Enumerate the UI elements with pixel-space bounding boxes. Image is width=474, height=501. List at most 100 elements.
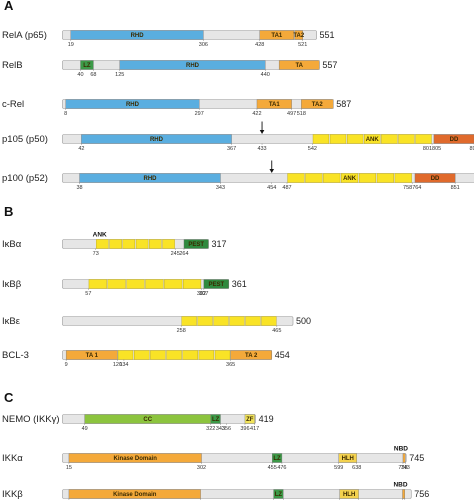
ank-repeat-block [329,134,347,144]
domain-label: LZ [273,456,281,462]
domain-ta [294,30,303,40]
position-label: 302 [197,291,206,297]
position-label: 134 [119,362,128,368]
position-label: 455 [268,465,277,471]
above-bar-label: NBD [394,446,408,453]
protein-name: NEMO (IKKγ) [2,414,60,425]
position-label: 9 [65,362,68,368]
ank-repeat-block [135,239,149,249]
domain-lz [80,60,94,70]
position-label: 367 [227,146,236,152]
protein-name: IKKα [2,453,23,464]
position-label: 68 [90,72,96,78]
protein-name: RelA (p65) [2,30,47,41]
panel-letter-A: A [4,0,14,13]
domain-ta [68,489,201,499]
position-label: 258 [177,328,186,334]
ank-repeat-block [341,173,359,183]
ank-repeat-block [198,350,215,360]
domain-label: LZ [212,417,220,423]
protein-name: BCL-3 [2,350,29,361]
ank-repeat-block [117,350,134,360]
ank-repeat-block [245,316,261,326]
domain-lz [272,453,283,463]
ank-repeat-block [150,350,166,360]
domain-hlh [338,453,357,463]
domain-hlh [339,489,359,499]
total-length: 361 [232,279,247,289]
ank-repeat-block [214,350,231,360]
domain-label: TA 1 [86,353,99,359]
position-label: 120 [113,362,122,368]
domain-label: TA2 [293,33,305,39]
domain-label: PEST [188,242,204,248]
domain-label: Kinase Domain [114,456,158,462]
domain-dd [433,134,474,144]
ank-repeat-block [312,134,330,144]
position-label: 417 [250,426,259,432]
ank-repeat-block [183,279,202,289]
protein-name: RelB [2,60,23,71]
domain-label: TA2 [312,102,324,108]
domain-dd [414,173,456,183]
position-label: 638 [352,465,361,471]
domain-rhd [70,30,204,40]
ank-repeat-block [358,173,377,183]
domain-lz [273,489,284,499]
domain-label: LZ [83,63,91,69]
ank-repeat-block [323,173,341,183]
position-label: 302 [197,465,206,471]
position-label: 851 [451,185,460,191]
ank-repeat-block [126,279,145,289]
ank-repeat-block [376,173,394,183]
position-label: 518 [297,111,306,117]
ank-repeat-block [182,350,198,360]
protein-name: IKKβ [2,489,23,500]
position-label: 356 [222,426,231,432]
ank-repeat-block [398,134,415,144]
ank-label: ANK [343,176,357,182]
domain-nbd [402,489,406,499]
above-bar-label: NBD [393,482,407,489]
total-length: 551 [320,30,335,40]
domain-label: Kinase Domain [113,492,157,498]
domain-label: TA1 [269,102,281,108]
cleavage-arrowhead [259,130,265,134]
position-label: 542 [308,146,317,152]
ank-repeat-block [109,239,122,249]
total-length: 557 [322,60,337,70]
domain-label: RHD [150,137,164,143]
position-label: 428 [255,42,264,48]
domain-pest [203,279,229,289]
protein-name: p105 (p50) [2,134,48,145]
position-label: 396 [240,426,249,432]
ank-repeat-block [164,279,183,289]
position-label: 497 [287,111,296,117]
domain-lz [210,414,221,424]
above-bar-label: ANK [93,232,107,239]
position-label: 8 [64,111,67,117]
domain-label: RHD [186,63,200,69]
cleavage-arrowhead [269,169,275,173]
position-label: 73 [93,251,99,257]
position-label: 15 [66,465,72,471]
domain-label: ZF [246,417,254,423]
domain-rhd [79,173,221,183]
position-label: 758764 [403,185,421,191]
position-label: 57 [85,291,91,297]
ank-repeat-block [305,173,323,183]
total-length: 500 [296,316,311,326]
domain-label: LZ [275,492,283,498]
position-label: 264 [179,251,188,257]
ank-repeat-block [96,239,109,249]
position-label: 40 [77,72,83,78]
domain-rhd [81,134,232,144]
domain-ta [230,350,272,360]
position-label: 343 [216,185,225,191]
position-label: 599 [334,465,343,471]
ank-repeat-block [213,316,229,326]
protein-name: IκBε [2,316,21,327]
ank-repeat-block [149,239,162,249]
position-label: 892 [470,146,474,152]
